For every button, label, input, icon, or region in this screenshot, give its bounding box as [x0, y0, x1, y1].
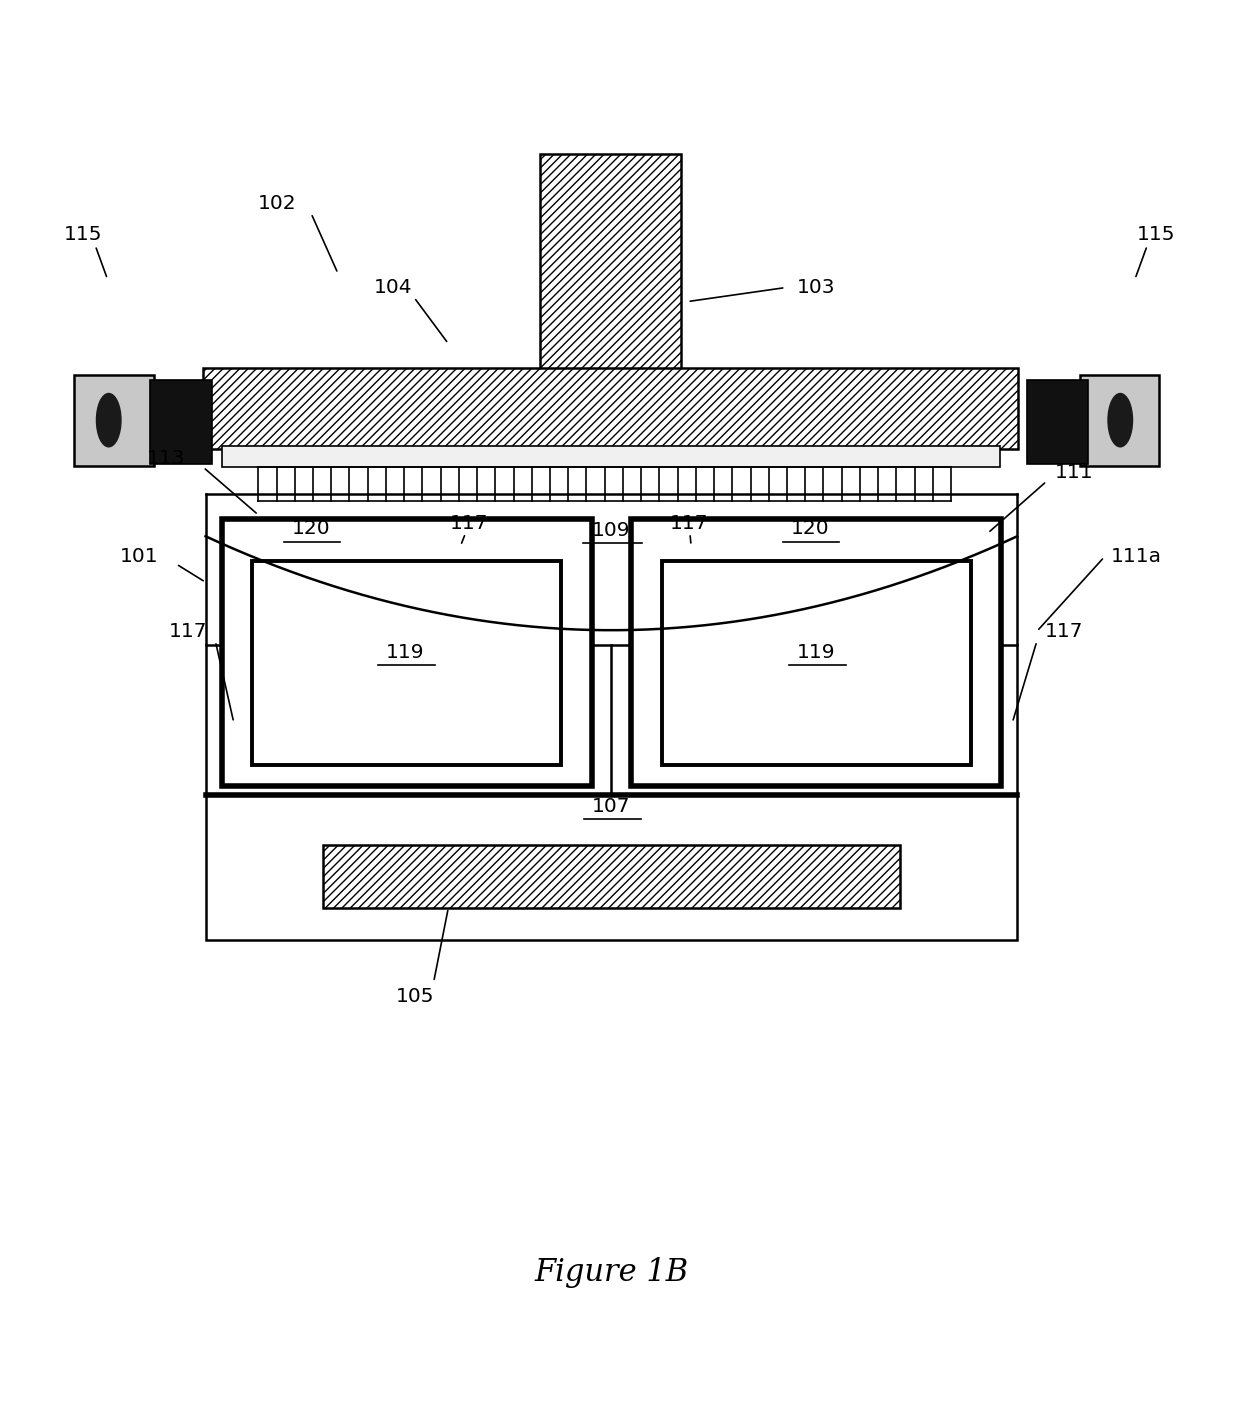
Text: 117: 117: [169, 622, 207, 640]
Text: 104: 104: [373, 278, 413, 298]
Text: 101: 101: [120, 547, 159, 567]
Text: 103: 103: [797, 278, 836, 298]
Bar: [662, 561, 971, 765]
Text: 117: 117: [670, 514, 708, 533]
Text: 120: 120: [791, 520, 830, 538]
Bar: [1080, 374, 1159, 466]
Text: 115: 115: [1137, 225, 1176, 244]
Text: 119: 119: [386, 643, 424, 662]
Bar: [222, 519, 591, 785]
Text: 105: 105: [396, 986, 434, 1006]
Ellipse shape: [97, 394, 122, 446]
Text: 117: 117: [450, 514, 489, 533]
Text: 120: 120: [291, 520, 330, 538]
Bar: [206, 645, 1017, 939]
Bar: [324, 845, 899, 908]
Bar: [541, 154, 681, 371]
Bar: [631, 519, 1002, 785]
Bar: [1027, 380, 1089, 465]
Bar: [252, 561, 562, 765]
Text: 107: 107: [593, 798, 631, 816]
Bar: [222, 446, 1001, 468]
Text: Figure 1B: Figure 1B: [534, 1257, 688, 1288]
Bar: [150, 380, 212, 465]
Ellipse shape: [1109, 394, 1132, 446]
Text: 111a: 111a: [1111, 547, 1162, 567]
Text: 117: 117: [1044, 622, 1083, 640]
Bar: [74, 374, 154, 466]
Bar: [203, 367, 1018, 449]
Text: 113: 113: [148, 449, 186, 468]
Text: 115: 115: [63, 225, 102, 244]
Text: 111: 111: [1054, 463, 1092, 482]
Text: 102: 102: [258, 194, 296, 213]
Text: 109: 109: [593, 521, 631, 540]
Text: 119: 119: [797, 643, 836, 662]
